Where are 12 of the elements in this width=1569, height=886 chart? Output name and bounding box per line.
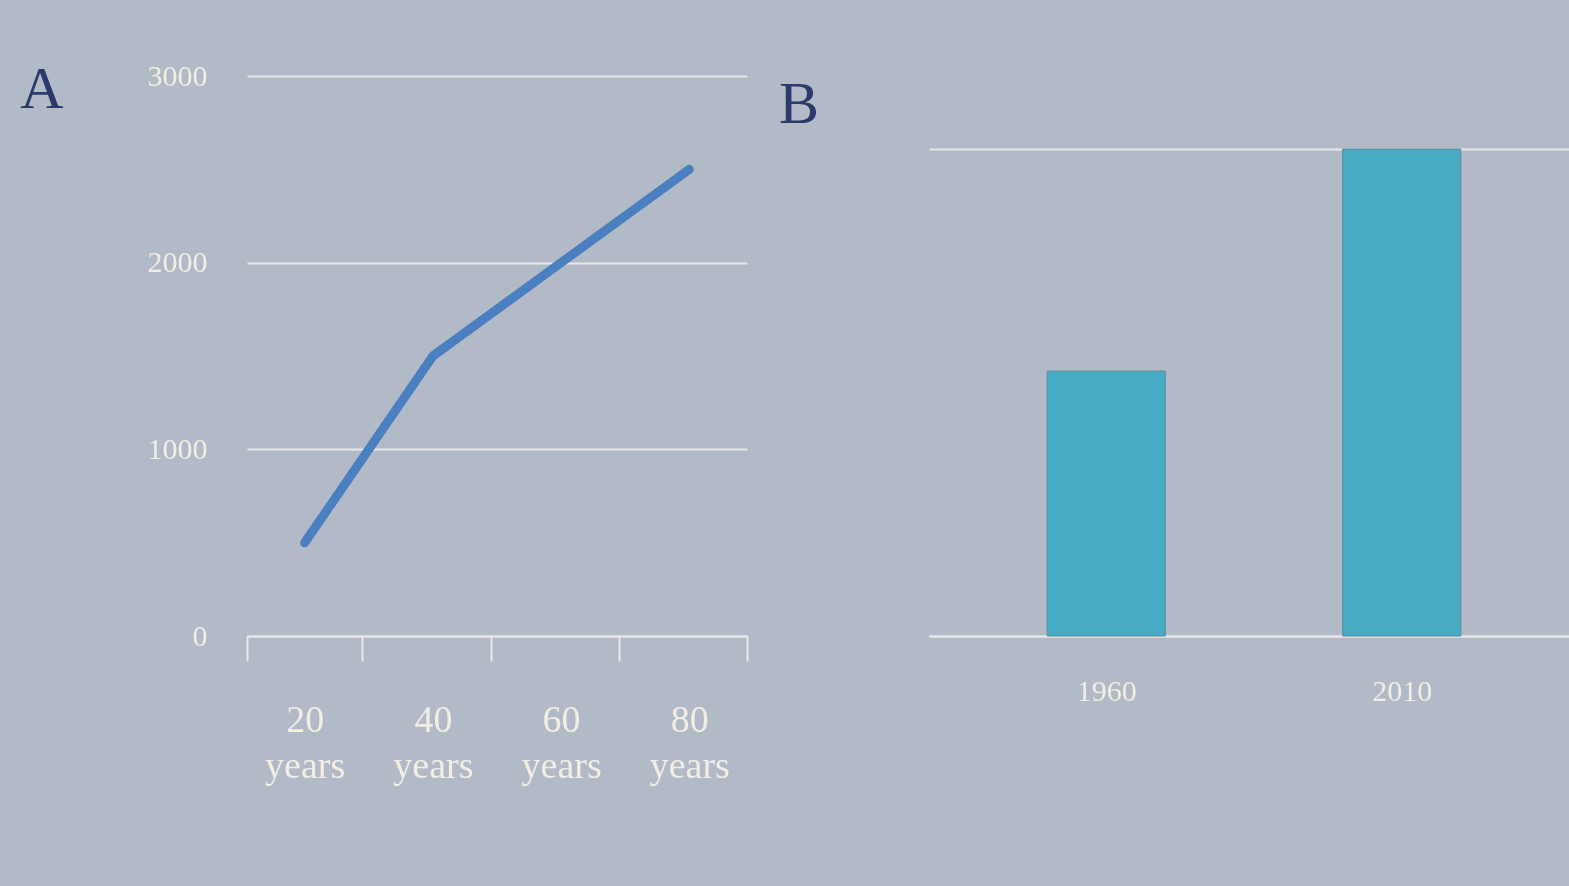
- y-tick-label: 2000: [147, 245, 208, 279]
- x-tick-label: 20 years: [265, 697, 346, 786]
- x-tick-label: 40 years: [393, 697, 474, 786]
- x-tick-label: 80 years: [649, 697, 730, 786]
- chart-title: B: [778, 70, 819, 136]
- x-tick-label: 60 years: [521, 697, 602, 786]
- x-tick-label: 1960: [1076, 673, 1137, 707]
- chart-title: A: [20, 55, 64, 121]
- y-tick-label: 0: [192, 618, 208, 652]
- y-tick-label: 1000: [147, 431, 208, 465]
- x-tick-label: 2010: [1372, 673, 1433, 707]
- y-tick-label: 3000: [147, 58, 208, 92]
